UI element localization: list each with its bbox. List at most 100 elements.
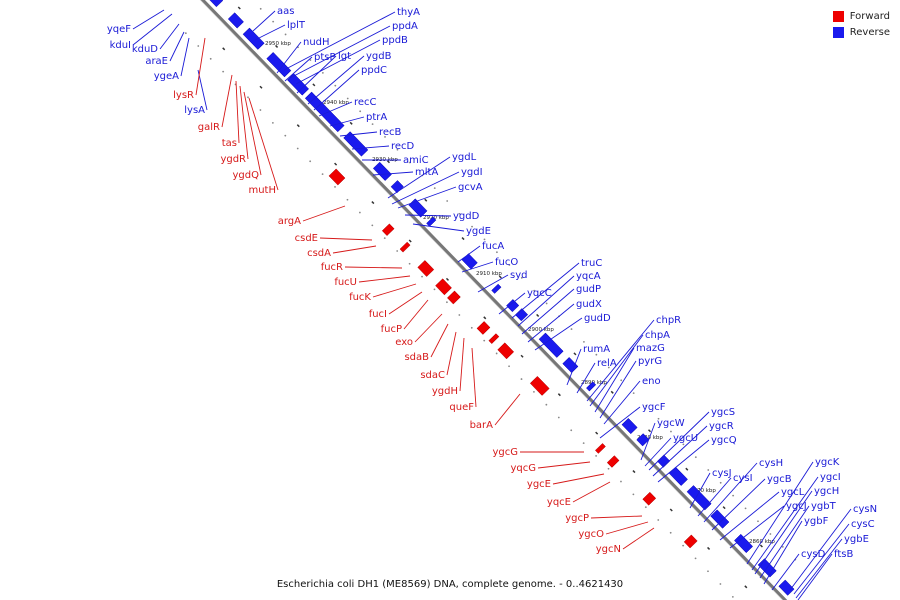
reverse-gene-label[interactable]: ygcQ: [711, 435, 737, 446]
forward-gene-block: [642, 491, 657, 506]
reverse-gene-label[interactable]: ygcW: [657, 418, 685, 429]
forward-gene-label[interactable]: exo: [395, 337, 413, 348]
forward-gene-label[interactable]: fucU: [334, 277, 357, 288]
reverse-gene-label[interactable]: cysJ: [712, 468, 732, 479]
reverse-gene-label[interactable]: aas: [277, 6, 294, 17]
reverse-gene-label[interactable]: recD: [391, 141, 415, 152]
reverse-gene-label[interactable]: ygdI: [461, 167, 483, 178]
reverse-gene-label[interactable]: ygcI: [820, 472, 841, 483]
reverse-gene-label[interactable]: relA: [597, 358, 617, 369]
reverse-gene-label[interactable]: ygeA: [154, 71, 179, 82]
reverse-gene-label[interactable]: lgt: [338, 51, 351, 62]
reverse-gene-label[interactable]: eno: [642, 376, 661, 387]
forward-gene-label[interactable]: mutH: [248, 185, 276, 196]
forward-gene-label[interactable]: ygdH: [432, 386, 458, 397]
forward-gene-label[interactable]: argA: [278, 216, 301, 227]
forward-gene-label[interactable]: csdA: [307, 248, 331, 259]
reverse-gene-label[interactable]: chpR: [656, 315, 681, 326]
forward-gene-label[interactable]: fucP: [381, 324, 402, 335]
forward-gene-label[interactable]: tas: [222, 138, 237, 149]
reverse-gene-label[interactable]: mazG: [636, 343, 665, 354]
reverse-gene-label[interactable]: ygcK: [815, 457, 840, 468]
forward-gene-label[interactable]: csdE: [295, 233, 318, 244]
reverse-gene-label[interactable]: rumA: [583, 344, 610, 355]
forward-gene-label[interactable]: fucR: [321, 262, 343, 273]
reverse-gene-label[interactable]: ftsB: [834, 549, 853, 560]
reverse-gene-label[interactable]: ygbF: [804, 516, 829, 527]
forward-gene-label[interactable]: fucI: [369, 309, 387, 320]
track-dot: [359, 110, 362, 113]
forward-leader-line: [358, 275, 411, 283]
forward-gene-label[interactable]: galR: [198, 122, 220, 133]
reverse-gene-label[interactable]: lplT: [287, 20, 306, 31]
reverse-gene-label[interactable]: ygcS: [711, 407, 735, 418]
reverse-gene-label[interactable]: yqeF: [107, 24, 131, 35]
reverse-gene-label[interactable]: amiC: [403, 155, 429, 166]
reverse-gene-label[interactable]: nudH: [303, 37, 330, 48]
forward-gene-label[interactable]: barA: [470, 420, 494, 431]
reverse-gene-label[interactable]: cysN: [853, 504, 877, 515]
forward-gene-label[interactable]: ygdQ: [233, 170, 260, 181]
reverse-gene-label[interactable]: fucA: [482, 241, 504, 252]
reverse-gene-label[interactable]: recB: [379, 127, 402, 138]
reverse-gene-label[interactable]: ygdB: [366, 51, 392, 62]
reverse-gene-label[interactable]: gudP: [576, 284, 601, 295]
forward-gene-label[interactable]: ygcP: [565, 513, 589, 524]
reverse-gene-label[interactable]: ygcB: [767, 474, 792, 485]
reverse-gene-label[interactable]: ygbT: [811, 501, 837, 512]
reverse-gene-label[interactable]: araE: [145, 56, 168, 67]
reverse-gene-label[interactable]: gudX: [576, 299, 602, 310]
reverse-gene-label[interactable]: yqcA: [576, 271, 601, 282]
forward-gene-label[interactable]: queF: [449, 402, 474, 413]
reverse-gene-label[interactable]: lysA: [184, 105, 205, 116]
reverse-gene-label[interactable]: pyrG: [638, 356, 662, 367]
reverse-gene-label[interactable]: thyA: [397, 7, 420, 18]
reverse-gene-label[interactable]: ptrA: [366, 112, 387, 123]
reverse-gene-label[interactable]: ygcR: [709, 421, 734, 432]
forward-gene-label[interactable]: ygcE: [527, 479, 551, 490]
reverse-gene-label[interactable]: ptsP: [314, 52, 336, 63]
forward-gene-label[interactable]: yqcG: [510, 463, 536, 474]
reverse-gene-label[interactable]: ygbE: [844, 534, 869, 545]
reverse-gene-label[interactable]: cysC: [851, 519, 875, 530]
forward-gene-label[interactable]: ygcN: [596, 544, 621, 555]
reverse-gene-label[interactable]: chpA: [645, 330, 670, 341]
reverse-gene-label[interactable]: ygcJ: [786, 501, 807, 512]
forward-gene-label[interactable]: fucK: [349, 292, 371, 303]
reverse-gene-label[interactable]: ppdA: [392, 21, 418, 32]
reverse-gene-label[interactable]: yqcC: [527, 288, 552, 299]
reverse-gene-label[interactable]: ygdL: [452, 152, 477, 163]
track-dot: [371, 123, 374, 126]
reverse-leader-line: [576, 362, 596, 394]
reverse-gene-label[interactable]: ppdC: [361, 65, 387, 76]
reverse-gene-label[interactable]: cysD: [801, 549, 826, 560]
reverse-gene-label[interactable]: ygcL: [781, 487, 805, 498]
reverse-gene-label[interactable]: syd: [510, 270, 527, 281]
reverse-gene-label[interactable]: gudD: [584, 313, 611, 324]
reverse-gene-label[interactable]: ppdB: [382, 35, 408, 46]
forward-gene-label[interactable]: ygcG: [492, 447, 518, 458]
forward-gene-label[interactable]: ygdR: [220, 154, 246, 165]
reverse-gene-label[interactable]: kduI: [110, 40, 131, 51]
reverse-gene-label[interactable]: ygcU: [673, 433, 698, 444]
reverse-gene-label[interactable]: kduD: [132, 44, 158, 55]
forward-gene-label[interactable]: ygcO: [578, 529, 604, 540]
reverse-gene-label[interactable]: ygcF: [642, 402, 666, 413]
reverse-gene-label[interactable]: gcvA: [458, 182, 483, 193]
reverse-gene-label[interactable]: truC: [581, 258, 602, 269]
reverse-leader-line: [711, 478, 766, 531]
forward-gene-label[interactable]: yqcE: [547, 497, 571, 508]
reverse-gene-label[interactable]: ygdE: [466, 226, 491, 237]
track-dot: [620, 379, 623, 382]
reverse-gene-label[interactable]: fucO: [495, 257, 518, 268]
forward-gene-label[interactable]: lysR: [173, 90, 194, 101]
reverse-gene-label[interactable]: recC: [354, 97, 377, 108]
forward-gene-label[interactable]: sdaB: [404, 352, 429, 363]
reverse-gene-label[interactable]: cysH: [759, 458, 783, 469]
reverse-gene-label[interactable]: ygcH: [814, 486, 839, 497]
forward-leader-line: [239, 85, 249, 160]
track-dot: [470, 326, 473, 329]
reverse-gene-label[interactable]: ygdD: [453, 211, 480, 222]
forward-gene-label[interactable]: sdaC: [420, 370, 445, 381]
reverse-leader-line: [719, 491, 780, 541]
